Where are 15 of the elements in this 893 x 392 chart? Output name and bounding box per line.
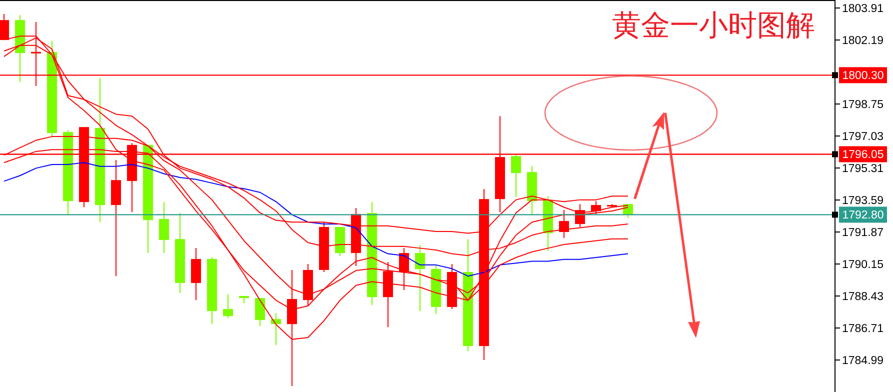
y-tick-label: 1793.59 xyxy=(842,195,884,208)
y-tick-label: 1788.43 xyxy=(842,291,884,304)
y-tick-label: 1790.15 xyxy=(842,259,884,272)
y-tick-label: 1786.71 xyxy=(842,323,884,336)
y-tick-label: 1795.31 xyxy=(842,163,884,176)
y-tick-label: 1797.03 xyxy=(842,131,884,144)
text: 黄金一小时图解 xyxy=(612,7,815,44)
ref-line-label: 1800.30 xyxy=(842,70,884,82)
ref-line-label: 1796.05 xyxy=(842,149,884,162)
y-tick-label: 1802.19 xyxy=(842,35,884,48)
y-tick-label: 1784.99 xyxy=(842,355,884,368)
ref-line-label: 1792.80 xyxy=(842,210,884,222)
y-tick-label: 1798.75 xyxy=(842,99,884,112)
y-tick-label: 1791.87 xyxy=(842,227,884,240)
y-tick-label: 1803.91 xyxy=(842,3,884,16)
